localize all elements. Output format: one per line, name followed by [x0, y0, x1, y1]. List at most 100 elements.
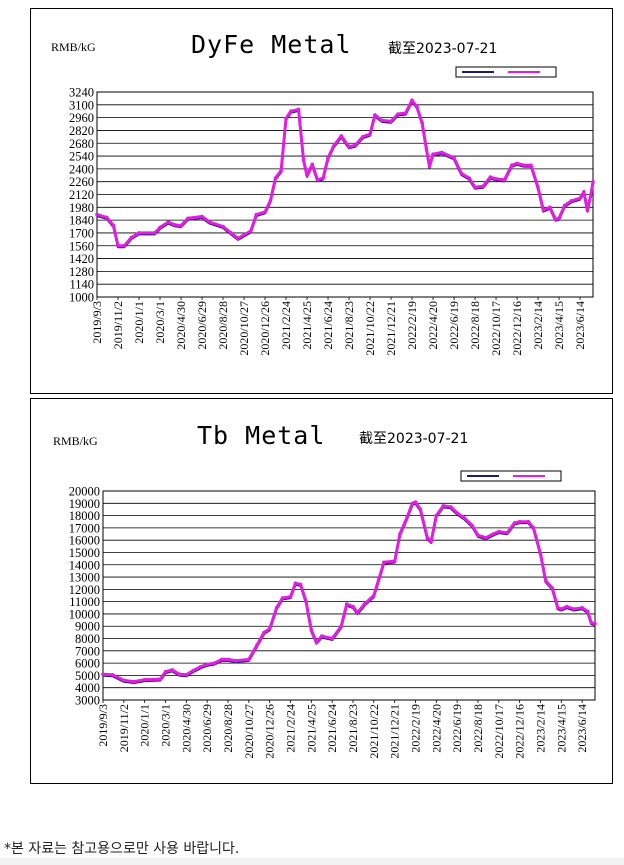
data-point	[529, 163, 533, 167]
data-point	[420, 121, 425, 125]
data-point	[449, 505, 453, 509]
data-point	[129, 235, 134, 240]
dyfe-metal-chart: RMB/kG DyFe Metal 截至2023-07-21 100011401280…	[51, 30, 595, 356]
dyfe-chart-frame: RMB/kG DyFe Metal 截至2023-07-21 1000 1140 1280…	[30, 8, 613, 394]
data-point	[569, 199, 574, 203]
x-tick-label: 2020/8/28	[216, 301, 230, 350]
data-point	[137, 231, 141, 235]
data-point	[494, 177, 498, 181]
chart-title: DyFe Metal	[191, 30, 352, 59]
data-point	[403, 111, 408, 115]
y-tick-label: 8000	[75, 632, 100, 646]
x-tick-label: 2022/4/20	[426, 301, 440, 350]
data-point	[186, 216, 190, 221]
data-point	[522, 163, 526, 167]
data-point	[382, 560, 386, 565]
data-point	[263, 210, 267, 214]
data-point	[142, 677, 147, 682]
y-tick-label: 14000	[69, 558, 100, 572]
data-point	[368, 132, 372, 136]
data-point	[473, 185, 477, 189]
data-point	[418, 507, 423, 512]
data-point	[166, 220, 171, 224]
data-point	[293, 581, 298, 585]
data-point	[593, 622, 597, 626]
y-tick-label: 13000	[69, 571, 100, 585]
data-point	[589, 620, 593, 625]
y-tick-label: 2820	[69, 124, 94, 138]
x-tick-label: 2021/8/23	[342, 301, 356, 350]
data-point	[462, 516, 467, 520]
y-tick-label: 2680	[69, 137, 94, 151]
data-point	[580, 606, 584, 610]
data-point	[158, 225, 162, 230]
data-point	[163, 669, 168, 674]
data-point	[481, 184, 485, 189]
x-tick-label: 2022/8/18	[468, 301, 482, 350]
data-point	[515, 161, 519, 166]
data-point	[362, 602, 367, 606]
data-point	[538, 551, 543, 556]
data-point	[431, 152, 435, 156]
x-tick-label: 2020/12/26	[258, 301, 272, 356]
unit-label: RMB/kG	[51, 40, 96, 54]
data-point	[274, 606, 279, 610]
data-point	[553, 217, 558, 221]
data-point	[305, 173, 309, 178]
legend-box	[455, 66, 557, 78]
data-point	[502, 178, 507, 182]
data-point	[309, 628, 314, 632]
data-point	[179, 223, 183, 228]
data-point	[267, 626, 272, 631]
data-point	[347, 145, 351, 149]
data-point	[242, 233, 246, 237]
x-tick-label: 2021/4/25	[304, 704, 318, 753]
data-point	[116, 244, 120, 248]
data-point	[298, 582, 303, 587]
y-tick-label: 9000	[75, 620, 100, 634]
data-point	[339, 134, 344, 138]
y-tick-label: 1280	[69, 265, 94, 279]
x-tick-label: 2021/12/21	[384, 301, 398, 356]
x-tick-label: 2020/4/30	[174, 301, 188, 350]
legend	[460, 470, 562, 482]
data-point	[531, 526, 536, 530]
x-tick-label: 2021/10/22	[367, 704, 381, 759]
data-point	[376, 577, 381, 582]
y-tick-label: 2960	[69, 111, 94, 125]
y-tick-label: 12000	[69, 583, 100, 597]
x-tick-label: 2021/6/24	[321, 301, 335, 350]
y-tick-label: 7000	[75, 644, 100, 658]
x-tick-label: 2022/6/19	[447, 301, 461, 350]
x-tick-label: 2022/4/20	[429, 704, 443, 753]
data-point	[405, 516, 409, 520]
data-point	[557, 216, 561, 221]
x-tick-label: 2021/12/21	[388, 704, 402, 759]
data-point	[212, 661, 217, 665]
data-point	[424, 146, 429, 151]
x-tick-label: 2021/4/25	[300, 301, 314, 350]
data-point	[491, 532, 496, 536]
x-tick-label: 2020/1/1	[132, 301, 146, 344]
chart-title: Tb Metal	[197, 421, 325, 450]
data-point	[571, 607, 576, 611]
data-point	[296, 107, 301, 112]
tb-metal-chart: RMB/kG Tb Metal 截至2023-07-21 30004000500060…	[53, 421, 597, 759]
y-tick-label: 11000	[69, 595, 100, 609]
data-point	[392, 559, 397, 563]
y-tick-label: 1840	[69, 214, 94, 228]
x-tick-label: 2022/2/19	[408, 704, 422, 753]
data-point	[326, 156, 330, 160]
data-point	[505, 531, 510, 535]
data-point	[556, 606, 560, 610]
data-point	[415, 104, 419, 109]
x-tick-label: 2023/6/14	[573, 301, 587, 350]
data-point	[254, 212, 259, 217]
data-point	[248, 229, 253, 233]
x-tick-label: 2020/10/27	[242, 704, 256, 759]
data-point	[578, 196, 582, 200]
data-point	[273, 176, 278, 180]
tb-chart-frame: RMB/kG Tb Metal 截至2023-07-21 3000 4000 5000 60…	[30, 398, 613, 784]
data-point	[344, 602, 349, 606]
data-point	[484, 535, 488, 540]
